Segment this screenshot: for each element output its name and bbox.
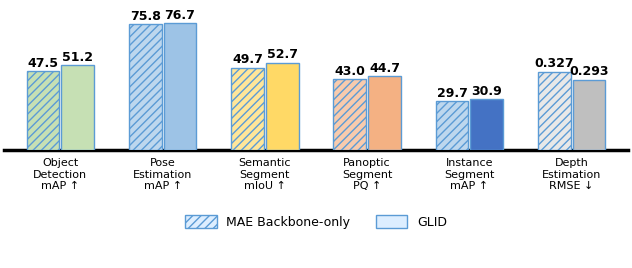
Text: 29.7: 29.7 bbox=[437, 87, 468, 100]
Bar bbox=[573, 80, 605, 150]
Text: 49.7: 49.7 bbox=[232, 54, 263, 66]
Text: 75.8: 75.8 bbox=[130, 10, 161, 23]
Bar bbox=[61, 65, 94, 150]
Text: 76.7: 76.7 bbox=[164, 9, 195, 22]
Bar bbox=[129, 24, 162, 150]
Bar bbox=[27, 72, 59, 150]
Bar bbox=[231, 68, 264, 150]
Text: 52.7: 52.7 bbox=[267, 49, 298, 61]
Legend: MAE Backbone-only, GLID: MAE Backbone-only, GLID bbox=[185, 215, 447, 229]
Text: 0.293: 0.293 bbox=[569, 65, 609, 79]
Text: 44.7: 44.7 bbox=[369, 62, 400, 75]
Bar bbox=[538, 72, 571, 150]
Bar bbox=[435, 101, 468, 150]
Text: 47.5: 47.5 bbox=[28, 57, 59, 70]
Bar bbox=[368, 76, 401, 150]
Text: 30.9: 30.9 bbox=[471, 85, 502, 98]
Bar bbox=[266, 63, 298, 150]
Text: 43.0: 43.0 bbox=[334, 65, 365, 78]
Text: 51.2: 51.2 bbox=[63, 51, 94, 64]
Bar bbox=[334, 79, 366, 150]
Text: 0.327: 0.327 bbox=[535, 57, 574, 70]
Bar bbox=[164, 23, 197, 150]
Bar bbox=[470, 99, 503, 150]
